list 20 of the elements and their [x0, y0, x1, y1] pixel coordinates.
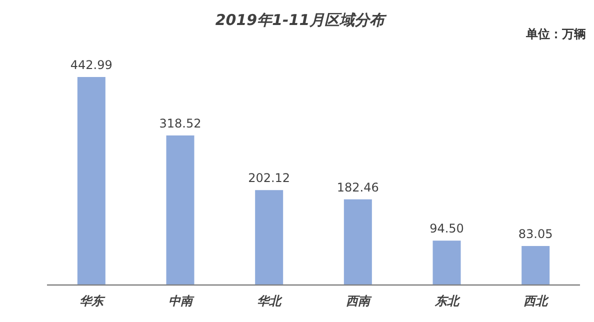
x-tick-label: 西北 [524, 294, 550, 308]
data-label: 83.05 [518, 227, 553, 242]
x-tick-label: 东北 [434, 294, 461, 308]
bar [432, 240, 461, 285]
x-tick-label: 华北 [257, 294, 284, 308]
chart-title: 2019年1-11月区域分布 [215, 11, 388, 29]
bar [77, 77, 106, 285]
bar [522, 246, 550, 285]
data-label: 94.50 [430, 222, 464, 236]
text: 单位：万辆 [525, 27, 586, 41]
data-label: 182.46 [336, 180, 379, 194]
data-label: 202.12 [248, 171, 290, 186]
bar [166, 135, 194, 285]
bar [255, 190, 284, 285]
x-tick-label: 华东 [79, 294, 106, 308]
data-label: 442.99 [70, 58, 112, 72]
data-label: 318.52 [159, 116, 202, 130]
x-tick-label: 西南 [346, 294, 372, 308]
x-tick-label: 中南 [168, 294, 194, 308]
bar [344, 199, 372, 285]
